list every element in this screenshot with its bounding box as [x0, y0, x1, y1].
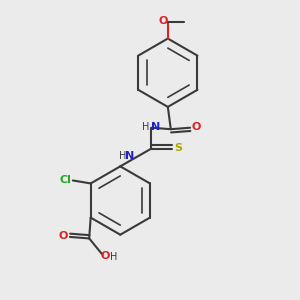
Text: O: O: [192, 122, 201, 132]
Text: O: O: [58, 231, 68, 241]
Text: N: N: [125, 151, 135, 161]
Text: O: O: [159, 16, 168, 26]
Text: O: O: [101, 251, 110, 261]
Text: N: N: [151, 122, 160, 132]
Text: Cl: Cl: [60, 175, 72, 185]
Text: H: H: [119, 151, 126, 161]
Text: H: H: [142, 122, 150, 132]
Text: H: H: [110, 252, 118, 262]
Text: S: S: [174, 143, 182, 153]
